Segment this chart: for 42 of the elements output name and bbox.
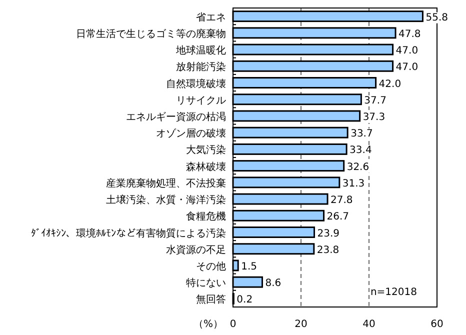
text: 37.7 <box>364 95 386 106</box>
y-tick-label: 水資源の不足 <box>166 244 226 256</box>
y-tick-label: エネルギー資源の枯渇 <box>126 110 226 123</box>
text: 31.3 <box>342 178 365 190</box>
y-tick-label: 省エネ <box>196 11 226 24</box>
text: 33.7 <box>350 128 373 140</box>
y-tick-label: 自然環境破壊 <box>166 78 226 90</box>
text: 55.8 <box>426 12 448 24</box>
y-tick-label: その他 <box>196 260 226 272</box>
y-tick-label: 放射能汚染 <box>176 61 226 74</box>
y-tick-label: 無回答 <box>196 294 226 306</box>
y-tick-label: 日常生活で生じるゴミ等の廃棄物 <box>76 28 226 40</box>
y-tick-label: 土壌汚染、水質・海洋汚染 <box>106 194 226 206</box>
text: 47.8 <box>398 28 421 40</box>
y-tick-label: 産業廃棄物処理、不法投棄 <box>106 177 226 190</box>
y-tick-label: 大気汚染 <box>186 144 226 156</box>
y-tick-label: 食糧危機 <box>186 210 226 223</box>
text: 32.6 <box>346 162 370 173</box>
x-axis-title: （%） <box>193 319 223 330</box>
x-tick-label: 20 <box>294 319 308 330</box>
x-tick-label: 0 <box>230 319 236 330</box>
x-tick-label: 60 <box>430 319 444 330</box>
y-tick-label: 森林破壊 <box>186 160 226 173</box>
text: 23.8 <box>316 244 340 256</box>
x-tick-label: 40 <box>362 319 376 330</box>
y-tick-label: ﾀﾞｲｵｷｼﾝ、環境ﾎﾙﾓﾝなど有害物質による汚染 <box>31 227 226 240</box>
y-tick-label: 特にない <box>186 277 226 290</box>
text: 33.4 <box>350 145 372 156</box>
y-tick-label: 地球温暖化 <box>175 44 226 57</box>
text: 37.3 <box>362 112 386 123</box>
text: 23.9 <box>317 228 340 240</box>
y-tick-label: リサイクル <box>176 95 226 106</box>
text: 1.5 <box>241 261 258 272</box>
text: 27.8 <box>330 195 353 206</box>
text: 8.6 <box>265 278 282 290</box>
annotation: n=12018 <box>370 287 417 298</box>
text: 26.7 <box>326 212 350 223</box>
text: 47.0 <box>396 46 418 57</box>
text: 0.2 <box>236 294 253 306</box>
text: 42.0 <box>378 78 402 90</box>
text: 47.0 <box>396 62 418 74</box>
y-tick-label: オゾン層の破壊 <box>156 128 226 140</box>
